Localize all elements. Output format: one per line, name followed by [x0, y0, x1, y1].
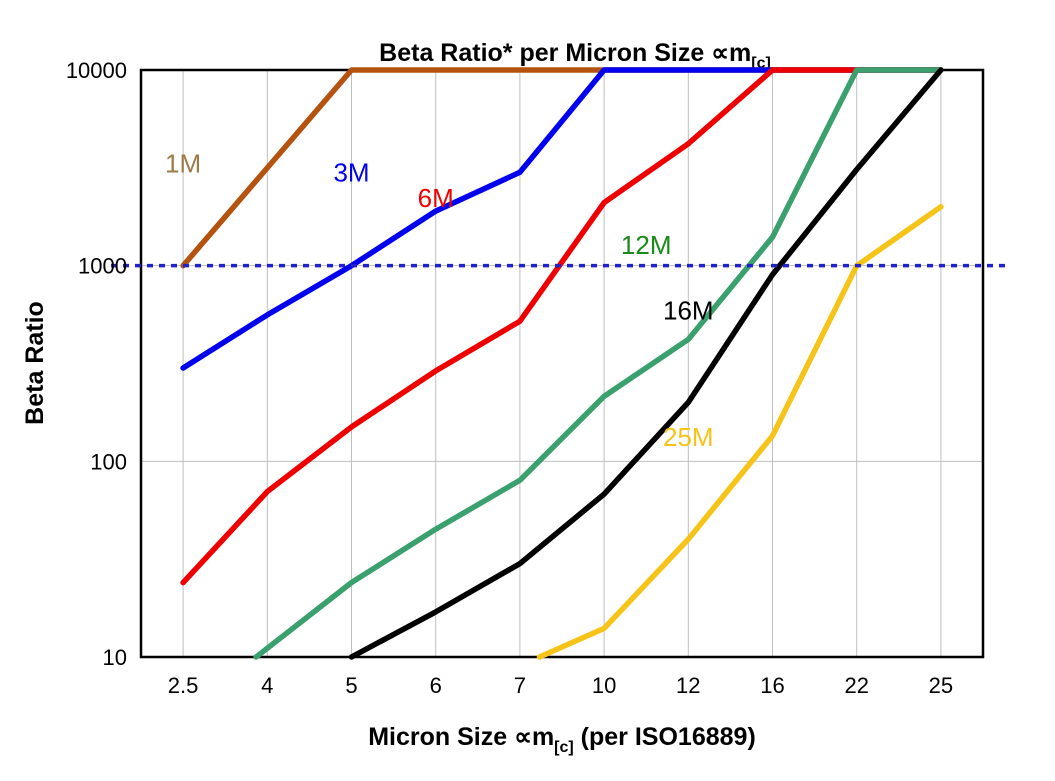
y-tick-label-10: 10: [103, 645, 127, 670]
series-line-25M: [536, 204, 944, 660]
x-axis-title-main: Micron Size ∝m: [368, 723, 554, 751]
x-axis-title: Micron Size ∝m[c] (per ISO16889): [368, 723, 756, 756]
x-tick-label-22: 22: [844, 673, 868, 698]
series-line-1M: [180, 67, 944, 269]
x-tick-label-16: 16: [760, 673, 784, 698]
x-tick-label-12: 12: [676, 673, 700, 698]
series-labels: 1M 3M 6M 12M 16M 25M: [165, 148, 714, 452]
x-tick-label-4: 4: [261, 673, 273, 698]
series-line-16M: [348, 67, 944, 660]
series-label-6M: 6M: [418, 183, 454, 213]
svg-text:Beta Ratio* per Micron Size ∝m: Beta Ratio* per Micron Size ∝m[c]: [379, 39, 771, 72]
x-axis-title-tail: (per ISO16889): [574, 723, 756, 751]
chart-title-main: Beta Ratio* per Micron Size ∝m: [379, 39, 751, 67]
y-axis-title: Beta Ratio: [21, 301, 49, 425]
chart-title: Beta Ratio* per Micron Size ∝m[c]: [379, 39, 771, 72]
x-tick-label-10: 10: [592, 673, 616, 698]
x-tick-label-6: 6: [430, 673, 442, 698]
series-line-6M: [180, 67, 944, 586]
svg-text:Micron Size ∝m[c] (per ISO1688: Micron Size ∝m[c] (per ISO16889): [368, 723, 756, 756]
series-label-16M: 16M: [663, 296, 714, 326]
x-axis-tick-labels: 2.5 4 5 6 7 10 12 16 22 25: [168, 673, 953, 698]
series-label-1M: 1M: [165, 148, 201, 178]
x-tick-label-2.5: 2.5: [168, 673, 199, 698]
series-label-12M: 12M: [621, 230, 672, 260]
x-tick-label-7: 7: [514, 673, 526, 698]
series-line-3M: [180, 67, 944, 371]
y-tick-label-100: 100: [90, 449, 127, 474]
series-label-25M: 25M: [663, 422, 714, 452]
gridlines: [141, 70, 983, 657]
y-tick-label-10000: 10000: [66, 58, 127, 83]
x-axis-title-subscript: [c]: [554, 739, 574, 756]
series-label-3M: 3M: [333, 157, 369, 187]
series-line-12M: [253, 67, 944, 660]
x-tick-label-25: 25: [929, 673, 953, 698]
y-tick-label-1000: 1000: [78, 254, 127, 279]
y-axis-title-text: Beta Ratio: [21, 301, 49, 425]
x-tick-label-5: 5: [345, 673, 357, 698]
series-layer: [180, 67, 944, 660]
y-axis-tick-labels: 10 100 1000 10000: [66, 58, 127, 670]
